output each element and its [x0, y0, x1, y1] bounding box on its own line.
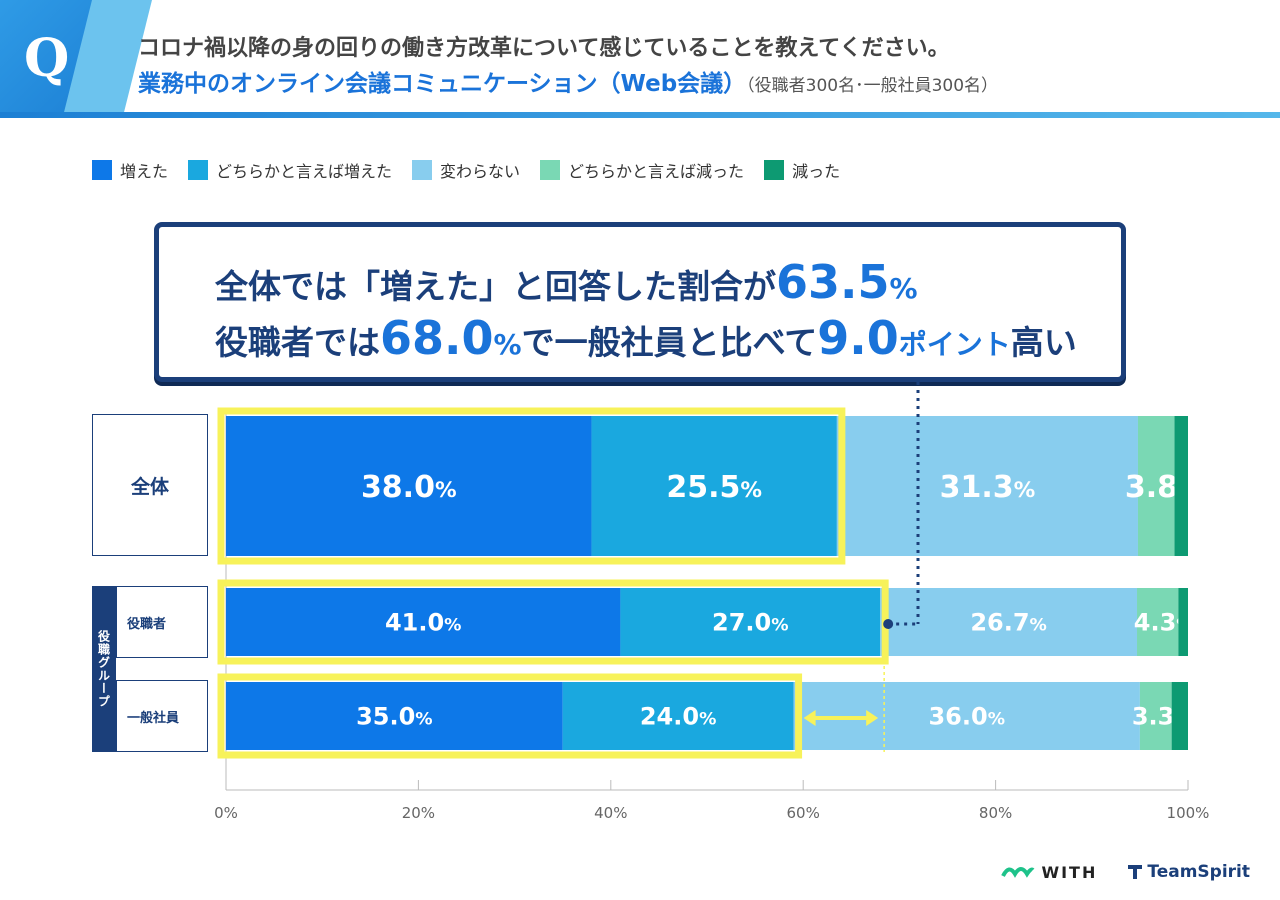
bar-segment	[1174, 416, 1188, 556]
bar-label: 41.0%	[385, 609, 462, 637]
with-logo: WITH	[1001, 863, 1097, 882]
group-label: 役職グループ	[92, 586, 116, 752]
legend-label: どちらかと言えば減った	[568, 162, 745, 181]
diff-arrow-head-right	[866, 710, 879, 726]
legend-label: 減った	[792, 162, 841, 181]
bar-label: 36.0%	[928, 703, 1005, 731]
legend-item-somewhat-decreased: どちらかと言えば減った	[540, 158, 744, 182]
legend-label: 増えた	[120, 162, 169, 181]
bar-label: 25.5%	[666, 470, 762, 505]
bar-segment	[226, 588, 621, 656]
x-tick-label: 20%	[402, 804, 435, 822]
x-tick-label: 40%	[594, 804, 627, 822]
legend-item-decreased: 減った	[764, 158, 840, 182]
legend: 増えた どちらかと言えば増えた 変わらない どちらかと言えば減った 減った	[92, 158, 840, 182]
callout-text: 役職者では	[215, 323, 380, 362]
question-subtitle: 業務中のオンライン会議コミュニケーション（Web会議）（役職者300名･一般社員…	[138, 64, 998, 98]
row-label-overall: 全体	[92, 414, 208, 556]
bar-segment	[620, 588, 881, 656]
callout-box: 全体では「増えた」と回答した割合が63.5% 役職者では68.0%で一般社員と比…	[154, 222, 1126, 382]
callout-points: ポイント	[898, 328, 1011, 361]
q-label: Q	[24, 28, 70, 89]
highlight-box	[217, 407, 846, 565]
bar-segment	[1137, 588, 1179, 656]
bar-segment	[1137, 416, 1175, 556]
callout-text: 高い	[1010, 323, 1077, 362]
teamspirit-logo-text: TeamSpirit	[1147, 862, 1250, 882]
bar-label: 24.0%	[640, 703, 717, 731]
bar-label: 3.8%	[1125, 470, 1200, 505]
bar-label: 31.3%	[940, 470, 1036, 505]
bar-segment	[880, 588, 1138, 656]
row-label-manager: 役職者	[116, 586, 208, 658]
x-tick-label: 80%	[979, 804, 1012, 822]
leader-dot	[883, 619, 894, 629]
teamspirit-logo-icon	[1128, 865, 1143, 879]
legend-label: どちらかと言えば増えた	[216, 162, 393, 181]
legend-swatch	[188, 160, 209, 180]
bar-label: 26.7%	[970, 609, 1047, 637]
legend-swatch	[764, 160, 785, 180]
legend-swatch	[412, 160, 433, 180]
x-tick-label: 0%	[214, 804, 238, 822]
bar-segment	[226, 416, 592, 556]
bar-segment	[1178, 588, 1188, 656]
callout-number: 68.0	[380, 311, 494, 365]
legend-item-somewhat-increased: どちらかと言えば増えた	[188, 158, 392, 182]
diff-arrow-head-left	[803, 710, 816, 726]
callout-text: 全体では「増えた」と回答した割合が	[215, 267, 776, 306]
bar-label: 35.0%	[356, 703, 433, 731]
bar-segment	[836, 416, 1138, 556]
with-logo-text: WITH	[1041, 862, 1098, 882]
legend-item-unchanged: 変わらない	[412, 158, 520, 182]
x-tick-label: 100%	[1167, 804, 1210, 822]
teamspirit-logo: TeamSpirit	[1127, 862, 1250, 882]
bar-segment	[591, 416, 837, 556]
legend-item-increased: 増えた	[92, 158, 168, 182]
callout-line-1: 全体では「増えた」と回答した割合が63.5%	[215, 255, 918, 309]
subtitle-main: 業務中のオンライン会議コミュニケーション（Web会議）	[138, 71, 747, 97]
bar-segment	[226, 682, 563, 750]
legend-swatch	[92, 160, 112, 180]
bar-label: 38.0%	[361, 470, 457, 505]
bar-segment	[1171, 682, 1188, 750]
legend-swatch	[540, 160, 561, 180]
callout-text: で一般社員と比べて	[521, 323, 818, 362]
callout-line-2: 役職者では68.0%で一般社員と比べて9.0ポイント高い	[215, 311, 1077, 365]
row-label-employee: 一般社員	[116, 680, 208, 752]
highlight-box	[217, 673, 803, 759]
subtitle-note: （役職者300名･一般社員300名）	[746, 76, 999, 96]
callout-percent: %	[889, 272, 918, 305]
bar-segment	[1139, 682, 1172, 750]
callout-number: 9.0	[817, 311, 899, 365]
with-logo-icon	[1001, 867, 1035, 878]
legend-label: 変わらない	[440, 162, 521, 181]
callout-number: 63.5	[776, 255, 890, 309]
logos: WITH TeamSpirit	[1001, 862, 1250, 882]
x-tick-label: 60%	[787, 804, 820, 822]
header-underline	[0, 112, 1280, 118]
callout-percent: %	[493, 328, 522, 361]
question-title: コロナ禍以降の身の回りの働き方改革について感じていることを教えてください。	[138, 36, 950, 61]
header: Q コロナ禍以降の身の回りの働き方改革について感じていることを教えてください。 …	[0, 0, 1280, 118]
bar-segment	[562, 682, 794, 750]
bar-label: 27.0%	[712, 609, 789, 637]
